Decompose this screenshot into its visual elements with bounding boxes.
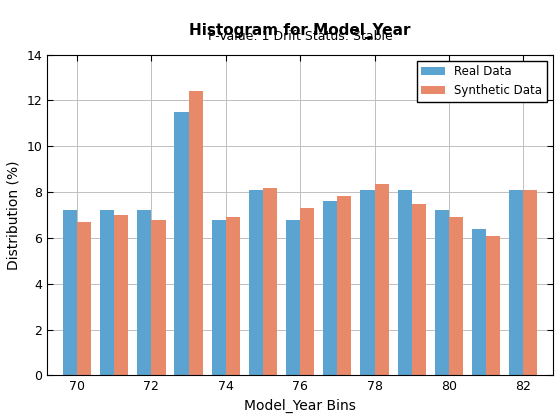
Bar — [77, 222, 91, 375]
Bar — [375, 184, 389, 375]
Bar — [174, 112, 189, 375]
Bar — [100, 210, 114, 375]
Bar — [435, 210, 449, 375]
Bar — [114, 215, 128, 375]
Bar — [151, 220, 166, 375]
Bar — [472, 229, 486, 375]
Bar — [189, 91, 203, 375]
Bar — [337, 196, 352, 375]
Bar — [226, 217, 240, 375]
Bar — [361, 190, 375, 375]
Bar — [212, 220, 226, 375]
Bar — [398, 190, 412, 375]
Bar — [323, 201, 337, 375]
Bar — [509, 190, 523, 375]
Bar — [486, 236, 500, 375]
Bar — [412, 204, 426, 375]
X-axis label: Model_Year Bins: Model_Year Bins — [244, 399, 356, 413]
Bar — [300, 208, 314, 375]
Bar — [63, 210, 77, 375]
Legend: Real Data, Synthetic Data: Real Data, Synthetic Data — [417, 60, 547, 102]
Bar — [449, 217, 463, 375]
Title: Histogram for Model_Year: Histogram for Model_Year — [189, 23, 411, 39]
Bar — [137, 210, 151, 375]
Bar — [523, 190, 538, 375]
Bar — [286, 220, 300, 375]
Text: P-Value: 1 Drift Status: Stable: P-Value: 1 Drift Status: Stable — [208, 30, 393, 43]
Bar — [263, 188, 277, 375]
Y-axis label: Distribution (%): Distribution (%) — [7, 160, 21, 270]
Bar — [249, 190, 263, 375]
